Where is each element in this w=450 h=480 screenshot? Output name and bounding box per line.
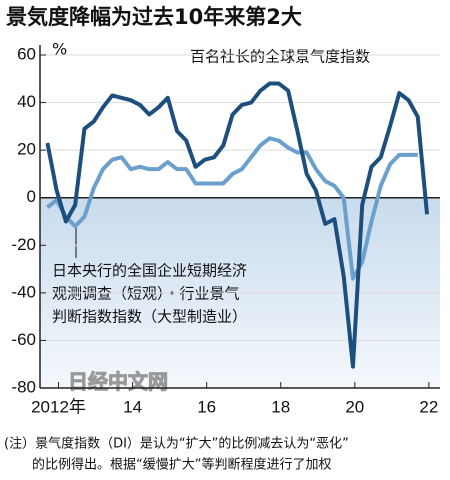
annotation: 观测调查（短观）・行业景气 bbox=[52, 285, 240, 303]
x-tick-label: 22 bbox=[419, 397, 438, 416]
x-tick-label: 2012年 bbox=[31, 397, 86, 416]
watermark: 日经中文网 bbox=[68, 370, 168, 394]
data-line bbox=[46, 136, 418, 281]
y-tick-label: 0 bbox=[27, 187, 36, 206]
y-tick-label: -40 bbox=[11, 282, 36, 301]
x-tick-label: 16 bbox=[197, 397, 216, 416]
x-tick-label: 20 bbox=[345, 397, 364, 416]
y-tick-label: -80 bbox=[11, 377, 36, 396]
data-line bbox=[45, 81, 430, 369]
x-tick-label: 14 bbox=[123, 397, 142, 416]
y-unit: % bbox=[52, 40, 67, 59]
y-tick-label: -60 bbox=[11, 330, 36, 349]
y-tick-label: -20 bbox=[11, 235, 36, 254]
y-tick-label: 20 bbox=[17, 140, 36, 159]
annotation: 判断指数指数（大型制造业） bbox=[52, 308, 247, 326]
annotation: 日本央行的全国企业短期经济 bbox=[52, 262, 247, 280]
y-tick-label: 40 bbox=[17, 92, 36, 111]
annotation: 百名社长的全球景气度指数 bbox=[190, 48, 370, 66]
footnote: 的比例得出。根据“缓慢扩大”等判断程度进行了加权 bbox=[32, 457, 331, 473]
chart-title: 景気度降幅为过去10年来第2大 bbox=[6, 5, 302, 29]
footnote: (注）景气度指数（DI）是认为“扩大”的比例减去认为“恶化” bbox=[4, 436, 349, 452]
y-tick-label: 60 bbox=[17, 44, 36, 63]
x-tick-label: 18 bbox=[271, 397, 290, 416]
